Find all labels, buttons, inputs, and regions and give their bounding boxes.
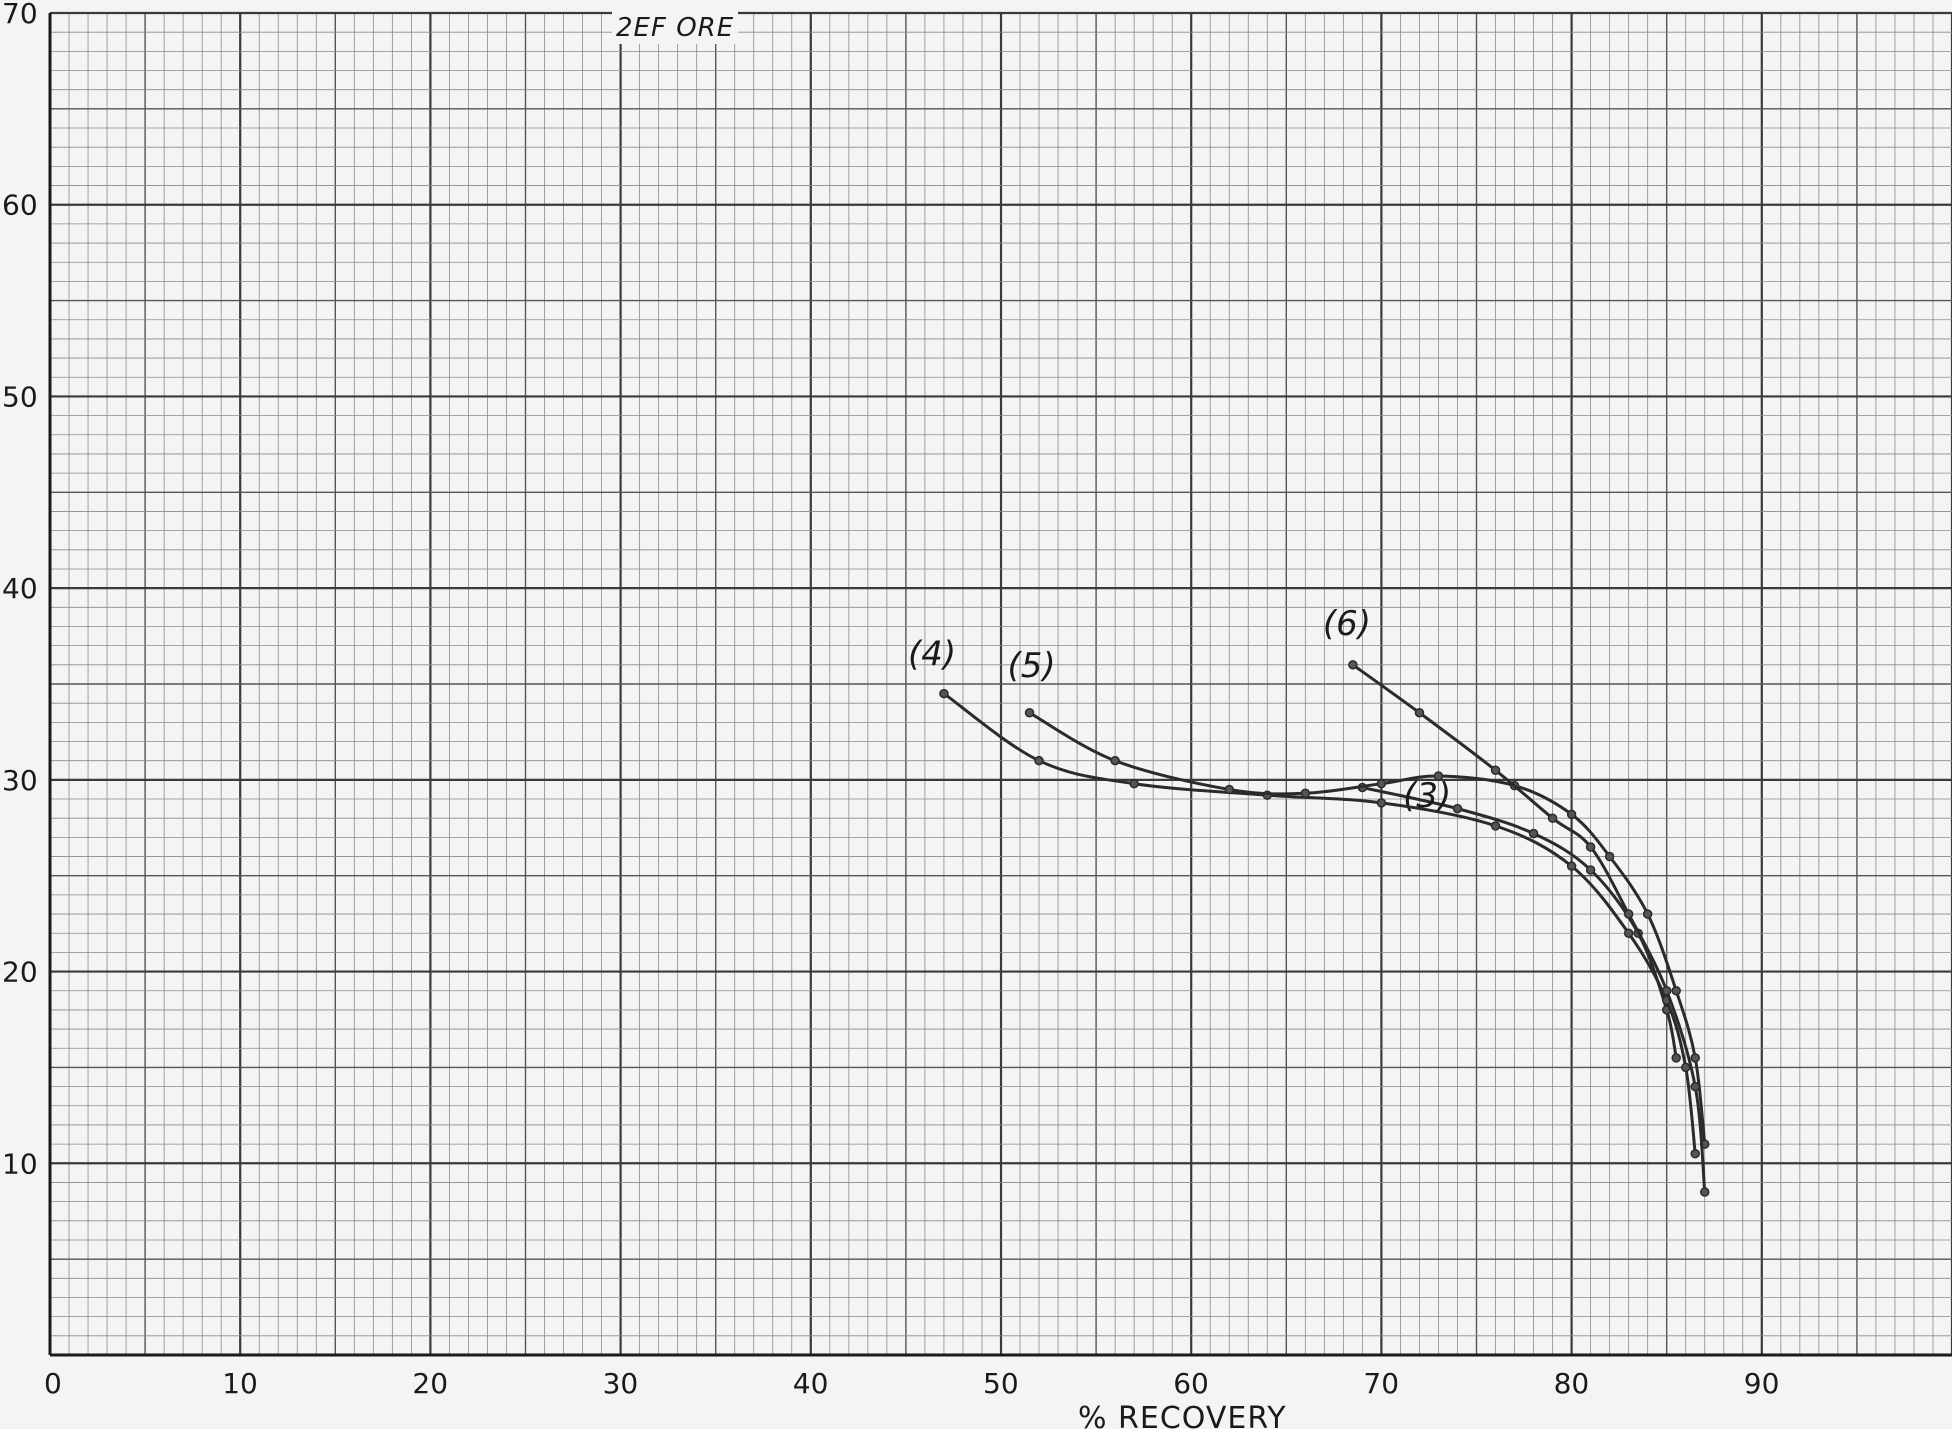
data-point [1623,909,1634,919]
labels-layer: 2EF ORE % RECOVERY [612,10,1316,1429]
data-point [1129,778,1139,789]
chart-title: 2EF ORE [616,13,734,43]
data-point [1661,985,1672,996]
series-layer: (3)(4) (5)(6) [908,604,1710,1197]
data-point [1585,865,1596,875]
data-point [1680,1062,1691,1073]
series-label: (6) [1323,604,1371,644]
series-1: (4) [908,635,1700,1159]
data-point [1699,1187,1710,1197]
x-tick-label: 80 [1554,1367,1590,1400]
series-label: (5) [1008,646,1056,686]
x-axis-label: % RECOVERY [1078,1401,1287,1429]
data-point [1690,1081,1700,1092]
x-tick-label: 10 [222,1367,258,1400]
y-tick-label: 40 [2,572,38,605]
grid [48,11,1952,1357]
data-point [1490,765,1501,776]
x-tick-label: 40 [793,1367,829,1400]
data-point [1110,755,1120,766]
x-tick-label: 50 [983,1367,1019,1400]
y-tick-label: 70 [2,0,38,30]
data-point [1224,784,1234,795]
data-point [1642,909,1653,919]
data-point [1490,821,1501,831]
x-tick-label: 20 [412,1367,448,1400]
series-line [1351,663,1707,1194]
y-tick-label: 60 [2,189,38,222]
title-backdrop [612,10,738,44]
data-point [1452,803,1463,814]
y-tick-label: 20 [2,956,38,989]
data-point [1024,708,1035,718]
series-label: (4) [908,635,956,675]
data-point [1348,660,1358,670]
data-point [1414,708,1425,718]
data-point [1547,813,1558,823]
data-point [1604,851,1615,862]
data-point [1300,788,1311,799]
y-tick-label: 10 [2,1147,38,1180]
data-point [1585,842,1596,852]
xlabel-backdrop [1076,1398,1316,1429]
data-point [1566,809,1577,820]
x-tick-label: 30 [603,1367,639,1400]
data-point [1690,1148,1700,1159]
data-point [1566,861,1577,871]
data-point [1528,828,1539,839]
data-point [1376,778,1387,789]
series-3: (6) [1323,604,1710,1197]
data-point [939,688,949,699]
series-line [942,692,1697,1156]
x-tick-label: 60 [1173,1367,1209,1400]
data-point [1376,798,1387,808]
y-tick-label: 50 [2,380,38,413]
x-tick-label: 90 [1744,1367,1780,1400]
y-tick-label: 30 [2,764,38,797]
x-tick-label: 0 [44,1367,62,1400]
x-tick-label: 70 [1363,1367,1399,1400]
data-point [1034,755,1044,766]
data-point [1433,771,1444,781]
axes: 0 10 20 30 40 50 60 70 80 90 10 20 30 40 50 60 70 [2,0,1952,1400]
data-point [1690,1053,1700,1063]
data-point [1671,985,1681,996]
data-point [1623,928,1634,938]
data-point [1671,1053,1681,1063]
